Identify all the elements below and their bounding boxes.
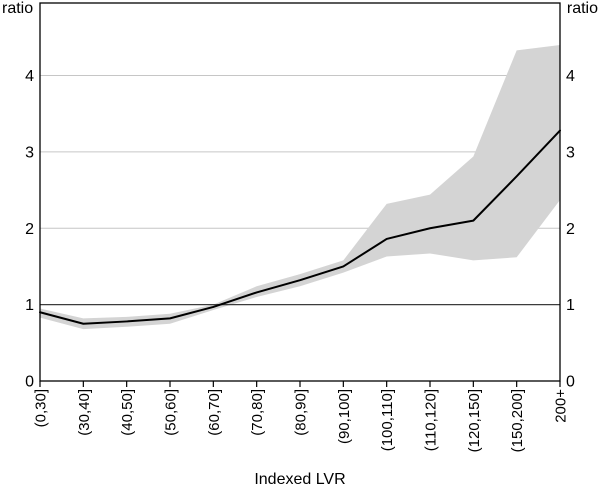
x-tick-label: (80,90]: [293, 389, 310, 436]
y-tick-label-right: 2: [566, 221, 575, 238]
y-axis-unit-right: ratio: [566, 0, 598, 17]
x-axis-title: Indexed LVR: [254, 471, 346, 488]
y-tick-label-left: 4: [25, 68, 34, 85]
x-tick-label: (70,80]: [249, 389, 266, 436]
x-tick-label: (90,100]: [336, 389, 353, 444]
x-tick-label: (40,50]: [119, 389, 136, 436]
x-tick-label: (150,200]: [509, 389, 526, 452]
y-tick-label-left: 1: [25, 297, 34, 314]
x-tick-label: (50,60]: [163, 389, 180, 436]
x-tick-label: (30,40]: [76, 389, 93, 436]
x-tick-label: (110,120]: [423, 389, 440, 451]
x-tick-label: (100,110]: [379, 389, 396, 451]
confidence-band: [40, 45, 560, 330]
x-tick-label: (0,30]: [33, 389, 50, 427]
y-axis-unit-left: ratio: [2, 0, 34, 17]
y-tick-label-right: 3: [566, 144, 575, 161]
y-tick-label-right: 1: [566, 297, 575, 314]
y-tick-label-left: 2: [25, 221, 34, 238]
y-tick-label-right: 4: [566, 68, 575, 85]
y-tick-label-left: 3: [25, 144, 34, 161]
y-tick-label-right: 0: [566, 374, 575, 391]
data-line: [39, 129, 561, 325]
x-tick-label: (60,70]: [206, 389, 223, 436]
y-tick-label-left: 0: [25, 374, 34, 391]
x-tick-label: 200+: [553, 389, 570, 423]
x-tick-label: (120,150]: [466, 389, 483, 452]
